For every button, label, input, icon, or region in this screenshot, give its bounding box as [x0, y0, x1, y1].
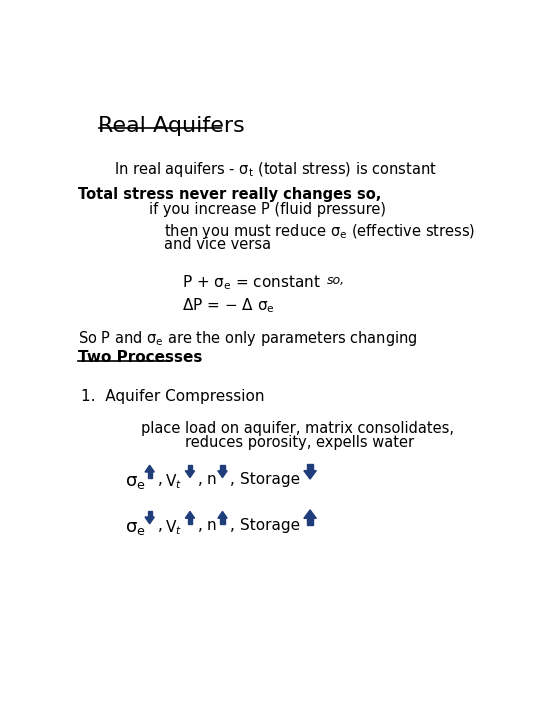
Polygon shape: [185, 511, 194, 518]
Polygon shape: [188, 518, 192, 523]
Polygon shape: [147, 511, 152, 517]
Text: then you must reduce $\mathregular{\sigma_e}$ (effective stress): then you must reduce $\mathregular{\sigm…: [164, 222, 476, 241]
Text: $\mathregular{\Delta}$P = $-$ $\mathregular{\Delta}$ $\mathregular{\sigma_e}$: $\mathregular{\Delta}$P = $-$ $\mathregu…: [182, 296, 275, 315]
Polygon shape: [147, 472, 152, 477]
Polygon shape: [185, 471, 194, 477]
Text: V$_t$: V$_t$: [165, 472, 182, 491]
Text: ,: ,: [230, 472, 235, 487]
Polygon shape: [307, 518, 313, 526]
Text: n: n: [207, 518, 217, 534]
Text: Storage: Storage: [240, 518, 300, 534]
Text: Two Processes: Two Processes: [78, 350, 202, 365]
Polygon shape: [188, 465, 192, 471]
Polygon shape: [220, 518, 225, 523]
Text: ,: ,: [157, 472, 163, 487]
Polygon shape: [218, 471, 227, 477]
Text: ,: ,: [230, 518, 235, 534]
Text: ,: ,: [198, 518, 202, 534]
Text: ,: ,: [198, 472, 202, 487]
Text: $\mathregular{\sigma_e}$: $\mathregular{\sigma_e}$: [125, 473, 146, 491]
Text: ,: ,: [157, 518, 163, 534]
Text: place load on aquifer, matrix consolidates,: place load on aquifer, matrix consolidat…: [141, 421, 454, 436]
Text: if you increase P (fluid pressure): if you increase P (fluid pressure): [149, 202, 386, 217]
Polygon shape: [145, 517, 154, 523]
Text: $\mathregular{\sigma_e}$: $\mathregular{\sigma_e}$: [125, 519, 146, 537]
Text: Real Aquifers: Real Aquifers: [98, 116, 245, 135]
Polygon shape: [220, 465, 225, 471]
Text: 1.  Aquifer Compression: 1. Aquifer Compression: [82, 389, 265, 404]
Text: and vice versa: and vice versa: [164, 238, 272, 252]
Text: reduces porosity, expells water: reduces porosity, expells water: [185, 435, 414, 450]
Text: So P and $\mathregular{\sigma_e}$ are the only parameters changing: So P and $\mathregular{\sigma_e}$ are th…: [78, 329, 418, 348]
Polygon shape: [304, 471, 316, 479]
Text: so,: so,: [327, 274, 345, 287]
Polygon shape: [304, 510, 316, 518]
Polygon shape: [307, 464, 313, 471]
Text: P + $\mathregular{\sigma_e}$ = constant: P + $\mathregular{\sigma_e}$ = constant: [182, 274, 321, 292]
Text: Storage: Storage: [240, 472, 300, 487]
Text: In real aquifers - $\mathregular{\sigma_t}$ (total stress) is constant: In real aquifers - $\mathregular{\sigma_…: [114, 160, 437, 179]
Text: n: n: [207, 472, 217, 487]
Polygon shape: [218, 511, 227, 518]
Text: Total stress never really changes so,: Total stress never really changes so,: [78, 186, 382, 202]
Text: V$_t$: V$_t$: [165, 518, 182, 537]
Polygon shape: [145, 465, 154, 472]
